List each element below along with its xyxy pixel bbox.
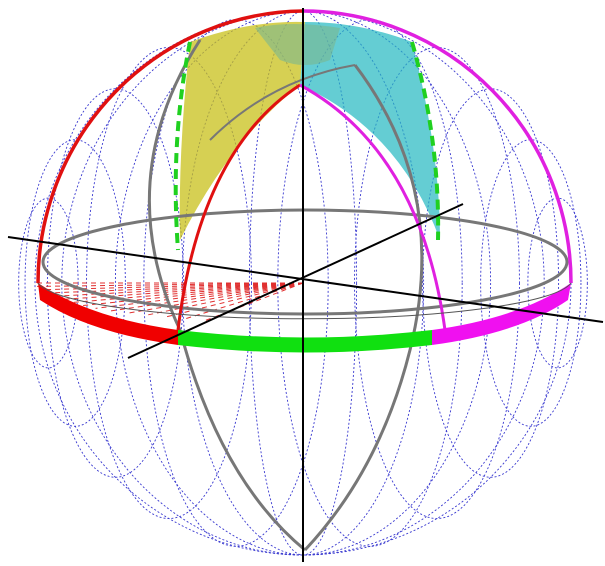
gray-meridian bbox=[147, 39, 306, 552]
magenta-band bbox=[432, 283, 571, 345]
red-ray bbox=[127, 282, 304, 314]
latitude-circle bbox=[277, 19, 463, 547]
cyan-region bbox=[300, 22, 440, 240]
red-ray bbox=[81, 282, 304, 307]
red-ray bbox=[95, 282, 304, 309]
red-ray bbox=[59, 282, 304, 301]
depth-axis bbox=[127, 203, 464, 359]
latitude-circle bbox=[527, 197, 588, 369]
red-arc bbox=[176, 83, 301, 331]
red-outline-arc bbox=[36, 9, 304, 284]
horizontal-axis bbox=[7, 236, 604, 323]
gray-ring bbox=[41, 208, 569, 316]
latitude-circle bbox=[18, 197, 79, 369]
red-ray bbox=[164, 282, 304, 318]
red-ray bbox=[69, 282, 304, 304]
meridian bbox=[181, 10, 425, 556]
meridian bbox=[114, 10, 492, 556]
latitude-circle bbox=[480, 139, 582, 427]
magenta-outline-arc bbox=[302, 9, 573, 284]
latitude-circle bbox=[422, 88, 560, 478]
green-band bbox=[178, 330, 432, 353]
magenta-arc bbox=[299, 83, 447, 331]
red-band bbox=[38, 283, 178, 345]
gray-meridian bbox=[303, 64, 424, 552]
equator bbox=[37, 282, 572, 320]
red-ray bbox=[184, 282, 304, 320]
red-ray bbox=[50, 282, 304, 297]
latitude-circle bbox=[24, 139, 126, 427]
blend-region bbox=[255, 24, 340, 65]
yellow-region bbox=[179, 21, 305, 241]
gray-arc bbox=[209, 64, 356, 141]
green-dashed-arc bbox=[173, 41, 192, 251]
